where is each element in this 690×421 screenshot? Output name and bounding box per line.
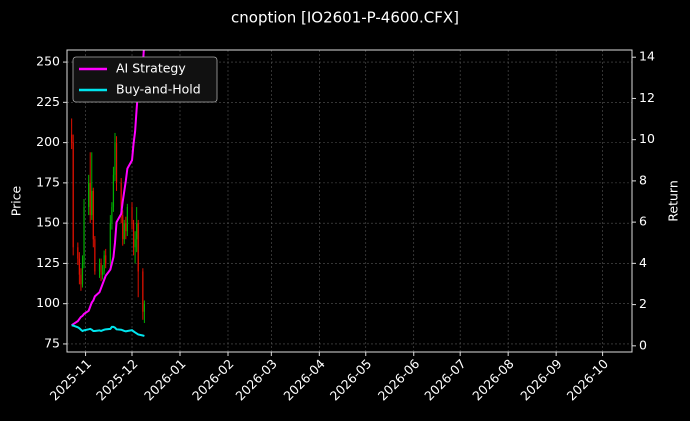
candle-body bbox=[77, 247, 79, 259]
y-tick-label: 75 bbox=[44, 335, 60, 350]
candle-body bbox=[92, 190, 94, 240]
candle-body bbox=[72, 142, 74, 248]
legend-label: AI Strategy bbox=[116, 61, 186, 76]
candle-body bbox=[132, 223, 135, 248]
plot-frame bbox=[66, 49, 633, 353]
y2-tick-label: 6 bbox=[639, 214, 647, 229]
legend-box bbox=[72, 56, 218, 103]
line-series bbox=[71, 324, 145, 337]
y2-tick-label: 0 bbox=[639, 337, 647, 352]
candle-body bbox=[102, 271, 104, 275]
candle-body bbox=[115, 142, 118, 183]
y-tick-label: 125 bbox=[36, 255, 60, 270]
candle-body bbox=[83, 207, 85, 264]
candle-body bbox=[136, 223, 138, 240]
candle-body bbox=[88, 182, 90, 208]
candle-body bbox=[94, 239, 96, 272]
candle-body bbox=[78, 258, 80, 275]
candle-body bbox=[143, 303, 145, 312]
candle-body bbox=[81, 263, 84, 285]
candle-body bbox=[125, 223, 127, 232]
y-tick-label: 250 bbox=[36, 54, 60, 69]
y-axis-label: Price bbox=[9, 185, 24, 216]
legend-label: Buy-and-Hold bbox=[116, 82, 201, 97]
y2-tick-label: 4 bbox=[639, 255, 647, 270]
candle-body bbox=[134, 239, 136, 248]
candle-body bbox=[89, 182, 91, 216]
candle-body bbox=[109, 223, 111, 264]
candle-body bbox=[103, 255, 105, 272]
legend: AI Strategy Buy-and-Hold bbox=[72, 56, 218, 103]
candle-body bbox=[137, 223, 139, 272]
y-tick-label: 150 bbox=[36, 215, 60, 230]
candle-body bbox=[120, 182, 122, 216]
y2-tick-label: 8 bbox=[639, 172, 647, 187]
y2-tick-label: 2 bbox=[639, 296, 647, 311]
candle-body bbox=[111, 207, 113, 224]
y-tick-label: 225 bbox=[36, 94, 60, 109]
candle-body bbox=[71, 134, 73, 143]
y2-tick-label: 12 bbox=[639, 90, 655, 105]
candle-body bbox=[80, 274, 82, 285]
candle-body bbox=[131, 207, 133, 224]
plot-data bbox=[71, 50, 145, 337]
y2-tick-label: 14 bbox=[639, 49, 655, 64]
line-series bbox=[71, 50, 145, 327]
candle-body bbox=[123, 223, 125, 240]
candle-body bbox=[142, 271, 144, 312]
candle-body bbox=[98, 263, 101, 272]
y-tick-label: 100 bbox=[36, 295, 60, 310]
candle-body bbox=[126, 207, 128, 232]
chart-title: cnoption [IO2601-P-4600.CFX] bbox=[231, 9, 459, 27]
y2-axis-label: Return bbox=[666, 180, 681, 221]
candle-body bbox=[105, 255, 107, 264]
candle-body bbox=[100, 263, 102, 275]
y-tick-label: 200 bbox=[36, 134, 60, 149]
y-tick-label: 175 bbox=[36, 174, 60, 189]
y2-tick-label: 10 bbox=[639, 131, 655, 146]
candle-body bbox=[112, 174, 115, 208]
candle-body bbox=[114, 142, 116, 175]
candle-body bbox=[91, 190, 93, 216]
candle-body bbox=[122, 215, 124, 240]
